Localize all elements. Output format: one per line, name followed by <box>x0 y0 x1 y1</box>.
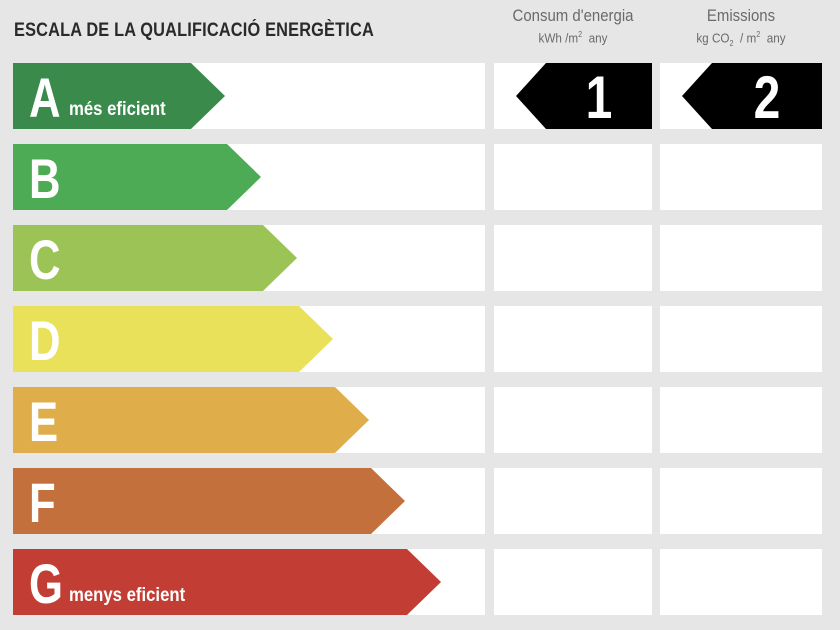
arrow-fill <box>13 468 405 534</box>
energy-cell-b <box>494 144 652 210</box>
arrow-shape <box>13 468 405 534</box>
energy-column-title: Consum d'energia <box>512 6 634 25</box>
energy-column-unit: kWh /m2 any <box>538 30 608 46</box>
arrow-fill <box>13 387 369 453</box>
class-arrow-e: E <box>13 387 369 453</box>
page-title: ESCALA DE LA QUALIFICACIÓ ENERGÈTICA <box>14 20 374 41</box>
emissions-cell-c <box>660 225 822 291</box>
emissions-rating-badge: 2 <box>682 63 822 131</box>
class-arrow-d: D <box>13 306 333 372</box>
class-letter-g: G <box>29 552 63 615</box>
badge-fill <box>682 63 822 129</box>
energy-cell-d <box>494 306 652 372</box>
class-label-g: menys eficient <box>69 585 186 606</box>
emissions-cell-d <box>660 306 822 372</box>
class-arrow-c: C <box>13 225 297 291</box>
emissions-column-header: Emissions kg CO2 / m2 any <box>660 6 822 48</box>
arrow-shape <box>13 549 441 615</box>
arrow-fill <box>13 306 333 372</box>
class-label-a: més eficient <box>69 99 166 120</box>
class-letter-f: F <box>29 471 56 534</box>
class-letter-a: A <box>29 66 61 129</box>
arrow-shape <box>13 63 225 129</box>
class-letter-c: C <box>29 228 61 291</box>
energy-cell-e <box>494 387 652 453</box>
class-letter-b: B <box>29 147 61 210</box>
arrow-shape <box>13 144 261 210</box>
arrow-fill <box>13 549 441 615</box>
emissions-cell-g <box>660 549 822 615</box>
badge-shape <box>516 63 652 129</box>
arrow-fill <box>13 225 297 291</box>
emissions-cell-e <box>660 387 822 453</box>
energy-cell-g <box>494 549 652 615</box>
class-arrow-b: B <box>13 144 261 210</box>
class-letter-e: E <box>29 390 59 453</box>
emissions-rating-value: 2 <box>753 64 781 131</box>
energy-cell-c <box>494 225 652 291</box>
energy-rating-value: 1 <box>585 64 613 131</box>
emissions-column-title: Emissions <box>706 6 776 25</box>
energy-cell-f <box>494 468 652 534</box>
emissions-cell-f <box>660 468 822 534</box>
arrow-fill <box>13 144 261 210</box>
badge-fill <box>516 63 652 129</box>
arrow-fill <box>13 63 225 129</box>
arrow-shape <box>13 225 297 291</box>
emissions-column-unit: kg CO2 / m2 any <box>696 30 786 48</box>
badge-shape <box>682 63 822 129</box>
class-arrow-f: F <box>13 468 405 534</box>
class-letter-d: D <box>29 309 61 372</box>
arrow-shape <box>13 387 369 453</box>
arrow-shape <box>13 306 333 372</box>
energy-column-header: Consum d'energia kWh /m2 any <box>494 6 652 45</box>
energy-rating-badge: 1 <box>516 63 652 131</box>
emissions-cell-b <box>660 144 822 210</box>
